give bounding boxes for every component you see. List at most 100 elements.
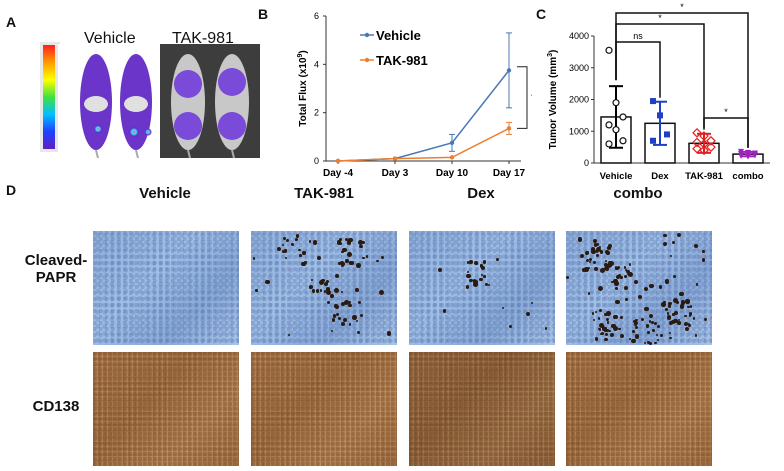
stained-cell — [672, 312, 675, 316]
stained-cell — [468, 260, 473, 265]
data-point — [692, 127, 702, 138]
stained-cell — [702, 250, 705, 253]
ihc-parp-vehicle — [93, 231, 239, 345]
stained-cell — [301, 261, 306, 267]
stained-cell — [611, 280, 615, 284]
stained-cell — [671, 320, 675, 325]
data-point — [699, 139, 709, 149]
stained-cell — [661, 302, 666, 307]
stained-cell — [381, 255, 385, 259]
stained-cell — [386, 331, 392, 336]
stained-cell — [593, 266, 598, 271]
stained-cell — [634, 321, 639, 326]
stained-cell — [662, 241, 668, 246]
stained-cell — [474, 260, 479, 265]
panel-a-tak981-label: TAK-981 — [172, 30, 234, 47]
stained-cell — [566, 276, 570, 280]
stained-cell — [376, 259, 379, 262]
stained-cell — [469, 278, 473, 283]
stained-cell — [593, 318, 596, 322]
series-line-0 — [337, 69, 510, 162]
x-tick-label: Day 17 — [493, 168, 526, 179]
stained-cell — [334, 305, 340, 310]
stained-cell — [614, 281, 619, 286]
legend-marker — [364, 57, 370, 63]
ihc-cd138-combo — [566, 352, 712, 466]
stained-cell — [335, 312, 340, 317]
stained-cell — [600, 332, 605, 336]
stained-cell — [685, 327, 690, 332]
stained-cell — [348, 323, 352, 326]
stained-cell — [631, 338, 636, 343]
tak981-mice-image — [160, 44, 260, 159]
data-point — [605, 121, 613, 129]
stained-cell — [628, 263, 632, 266]
stained-cell — [664, 307, 668, 311]
stained-cell — [302, 251, 306, 255]
stained-cell — [666, 312, 670, 315]
stained-cell — [685, 299, 690, 304]
stained-cell — [623, 285, 628, 290]
stained-cell — [350, 260, 354, 265]
stained-cell — [610, 333, 615, 338]
vehicle-mice-image — [76, 44, 158, 159]
panel-label-c: C — [536, 6, 547, 22]
stained-cell — [645, 324, 650, 328]
stained-cell — [587, 266, 590, 269]
col-header-tak981: TAK-981 — [294, 185, 354, 202]
stained-cell — [648, 319, 652, 323]
col-header-combo: combo — [613, 185, 663, 202]
luminescence-scale-bar — [40, 42, 60, 152]
stained-cell — [610, 265, 613, 268]
data-point — [699, 145, 709, 156]
stained-cell — [673, 318, 678, 324]
stained-cell — [358, 240, 364, 245]
stained-cell — [605, 251, 611, 256]
stained-cell — [321, 278, 325, 283]
stained-cell — [704, 317, 708, 322]
legend-label: TAK-981 — [376, 53, 428, 68]
stained-cell — [323, 281, 328, 286]
stained-cell — [620, 275, 623, 279]
stained-cell — [282, 249, 285, 253]
y-tick-label: 2 — [314, 108, 319, 118]
stained-cell — [277, 246, 282, 251]
stained-cell — [619, 315, 623, 320]
stained-cell — [595, 253, 600, 258]
stained-cell — [654, 341, 657, 345]
bracket-tak981-combo — [703, 117, 749, 148]
stained-cell — [618, 273, 622, 277]
stained-cell — [594, 243, 597, 246]
stained-cell — [668, 331, 671, 334]
stained-cell — [598, 323, 604, 329]
data-point — [619, 137, 627, 145]
stained-cell — [606, 321, 610, 324]
stained-cell — [294, 238, 297, 241]
stained-cell — [641, 318, 645, 322]
y-tick-label: 0 — [314, 156, 319, 166]
stained-cell — [695, 283, 698, 286]
stained-cell — [466, 273, 471, 279]
stained-cell — [607, 311, 610, 315]
stained-cell — [326, 289, 332, 295]
significance-bracket — [517, 66, 528, 129]
stained-cell — [594, 310, 598, 314]
stained-cell — [285, 238, 289, 242]
stained-cell — [584, 266, 589, 272]
data-point — [619, 113, 627, 121]
stained-cell — [604, 267, 609, 272]
stained-cell — [668, 320, 673, 325]
stained-cell — [604, 329, 607, 332]
stained-cell — [480, 273, 484, 277]
stained-cell — [331, 318, 335, 322]
stained-cell — [600, 250, 604, 254]
stained-cell — [340, 261, 345, 266]
data-point — [692, 143, 702, 154]
data-point — [506, 126, 512, 131]
data-point — [738, 153, 744, 160]
stained-cell — [608, 330, 611, 333]
stained-cell — [619, 333, 624, 338]
stained-cell — [344, 238, 348, 242]
stained-cell — [687, 323, 692, 327]
stained-cell — [487, 283, 490, 287]
